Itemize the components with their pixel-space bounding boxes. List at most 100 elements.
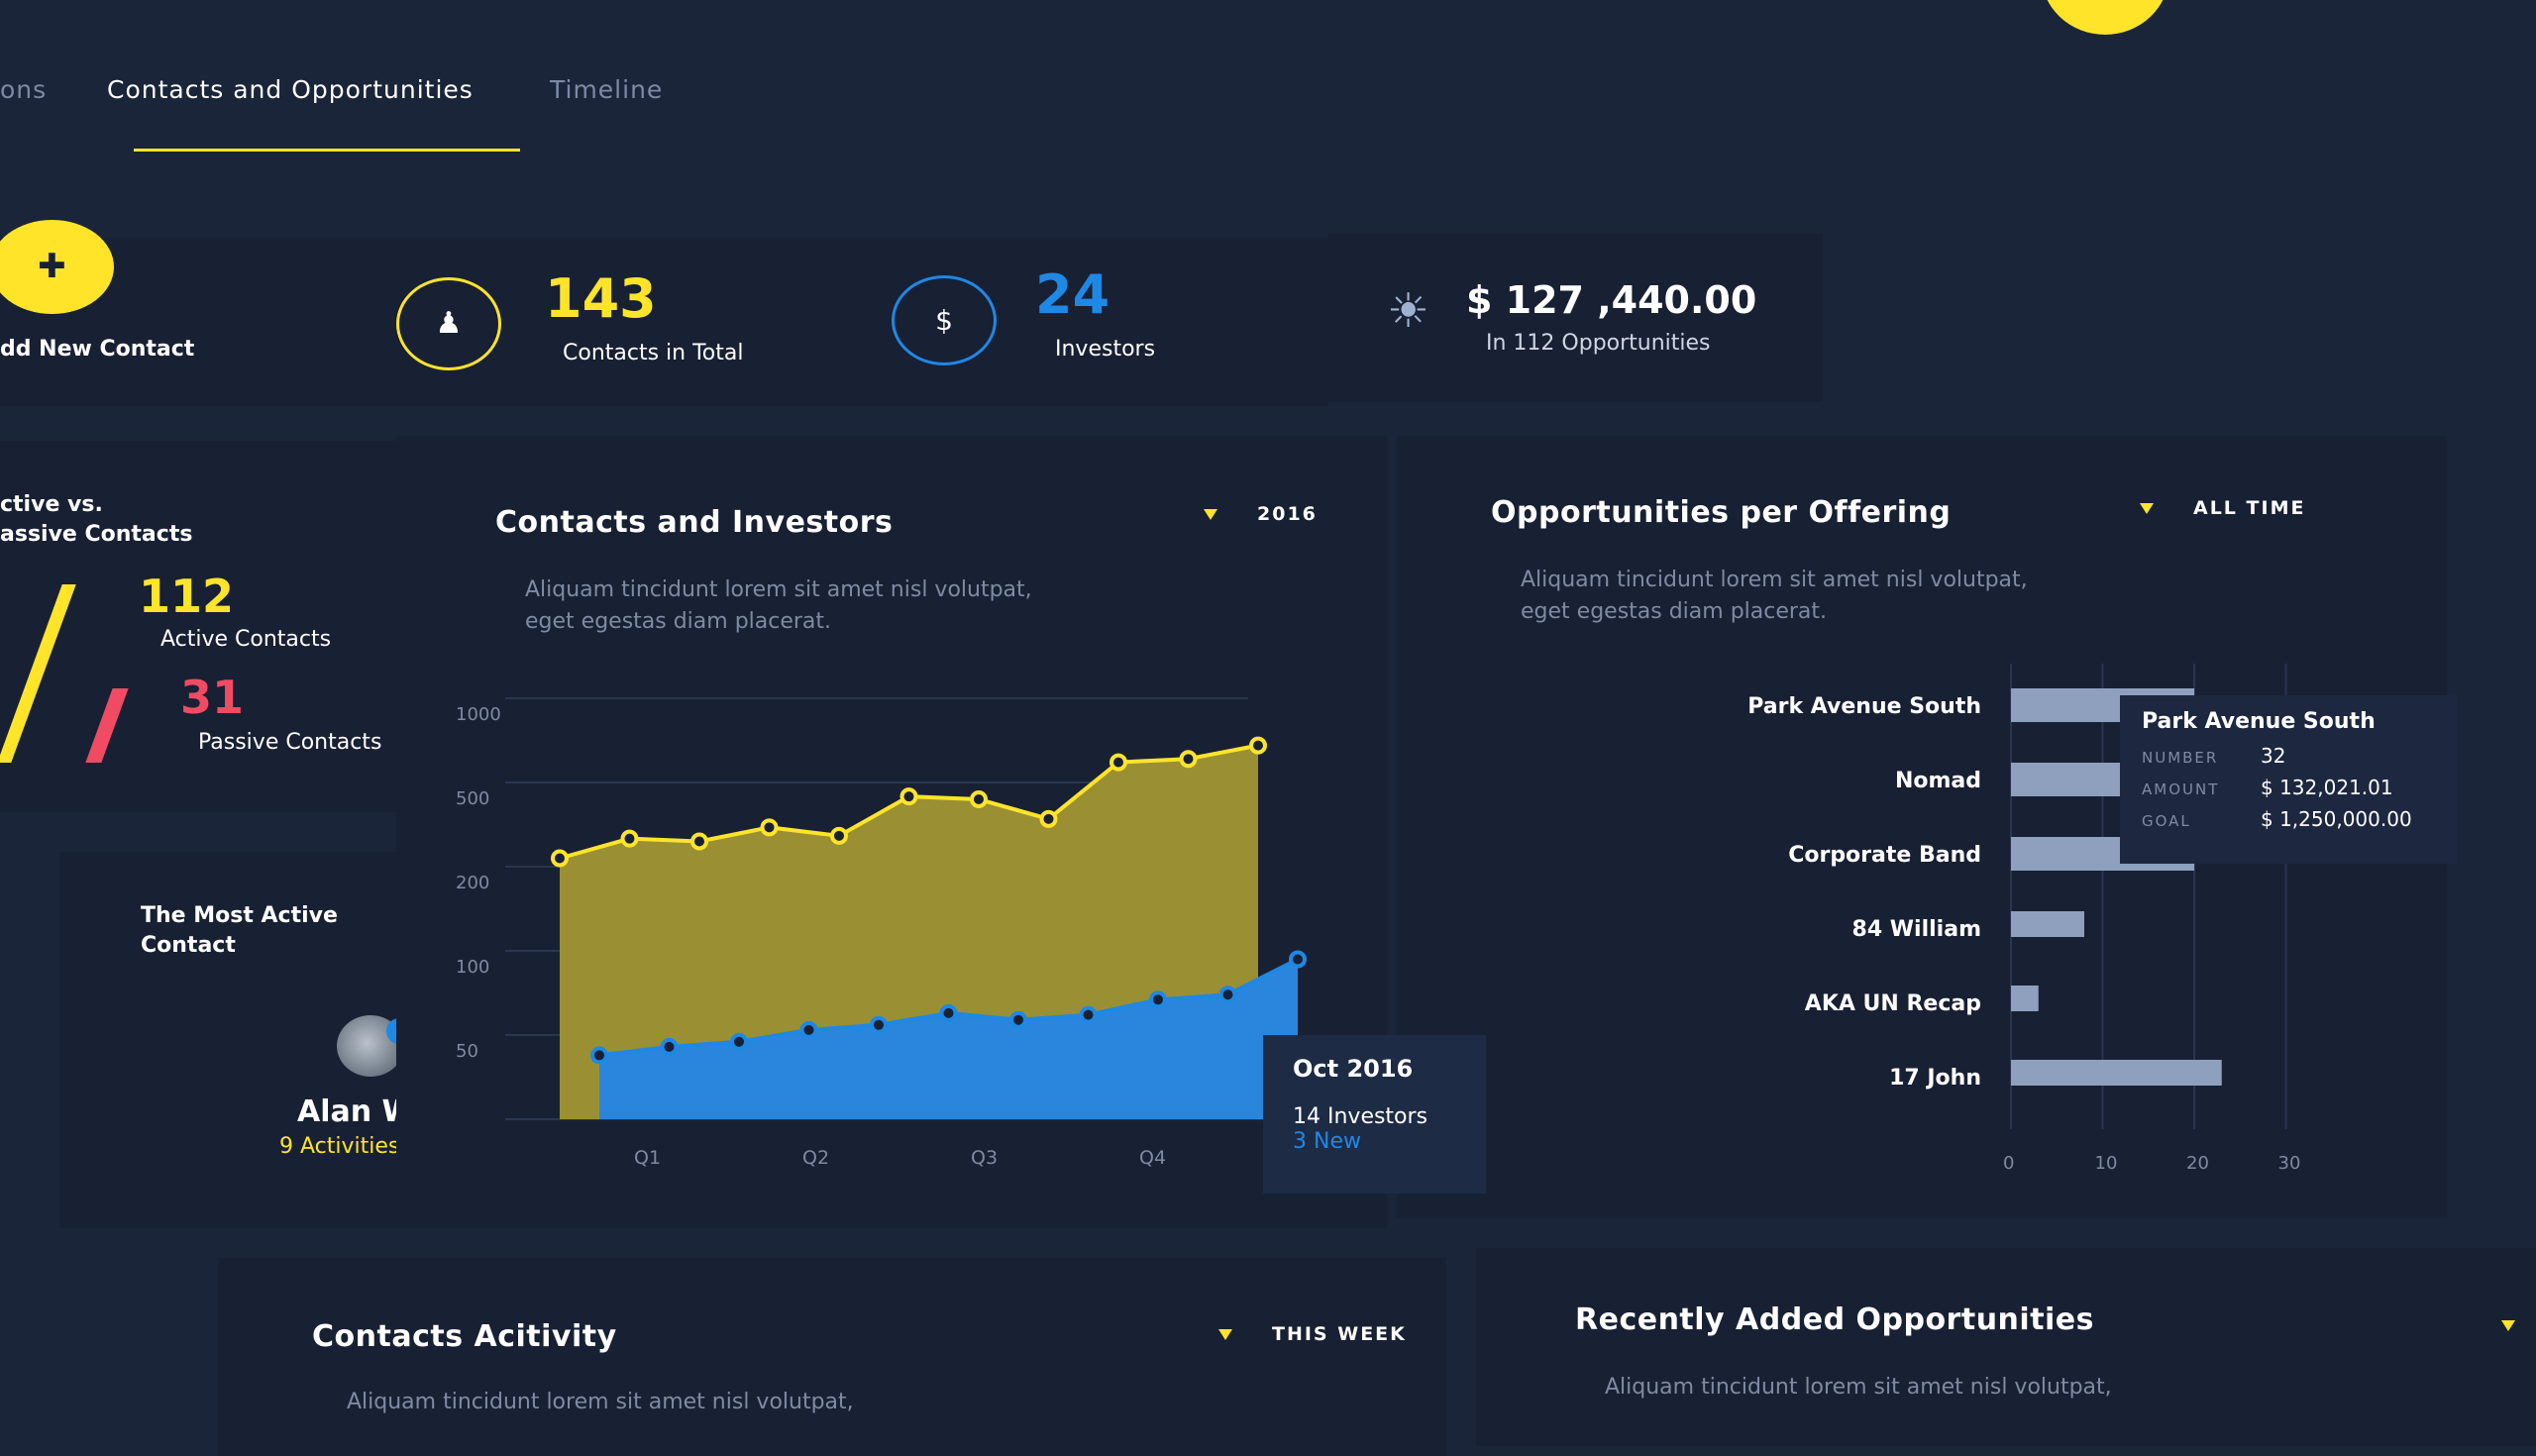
data-point (1218, 986, 1237, 1004)
chart-title: Opportunities per Offering (1491, 495, 1952, 530)
filter-label: 2016 (1257, 503, 1318, 525)
card-title: Contacts Acitivity (312, 1319, 617, 1354)
passive-bar (85, 688, 129, 763)
data-point (870, 1015, 888, 1034)
chart-description: Aliquam tincidunt lorem sit amet nisl vo… (525, 574, 1032, 638)
most-active-title: The Most Active Contact (141, 901, 338, 961)
data-point (1110, 753, 1127, 772)
x-tick-label: 10 (2095, 1153, 2118, 1174)
series-area (599, 959, 1298, 1119)
dollar-coin-icon: $ (892, 275, 997, 365)
y-tick-label: 1000 (456, 704, 501, 725)
tab-previous[interactable]: ons (0, 75, 48, 104)
recent-filter[interactable] (2501, 1315, 2536, 1334)
tooltip-line2: 3 New (1293, 1129, 1361, 1154)
title-line: assive Contacts (0, 522, 193, 547)
add-contact-card[interactable]: ✚ dd New Contact (0, 220, 327, 406)
data-point (1009, 1010, 1027, 1029)
passive-value: 31 (180, 671, 245, 724)
filter-label: THIS WEEK (1272, 1323, 1407, 1345)
data-point (690, 832, 708, 851)
number-value: 32 (2261, 744, 2286, 768)
bar (2011, 1060, 2222, 1086)
add-user-icon[interactable]: ✚ (0, 220, 114, 314)
investors-card: $ 24 Investors (832, 238, 1327, 406)
bar-chart[interactable]: 0 10 20 30 Park Avenue South Nomad Corporate B… (1397, 436, 2447, 1218)
decorative-yellow-circle (2041, 0, 2169, 35)
active-passive-title: ctive vs. assive Contacts (0, 490, 192, 550)
data-point (830, 826, 848, 845)
data-point (1039, 809, 1058, 828)
time-filter[interactable]: ALL TIME (2140, 497, 2305, 519)
filter-label: ALL TIME (2193, 497, 2306, 519)
dropdown-triangle-icon (2140, 503, 2154, 514)
contacts-activity-card: Contacts Acitivity THIS WEEK Aliquam tin… (218, 1258, 1446, 1456)
active-value: 112 (139, 570, 235, 623)
dropdown-triangle-icon (1218, 1329, 1232, 1340)
data-point (551, 849, 569, 868)
description-line: Aliquam tincidunt lorem sit amet nisl vo… (1521, 568, 2028, 592)
tab-timeline[interactable]: Timeline (550, 75, 664, 104)
contacts-total-label: Contacts in Total (563, 341, 744, 365)
bar (2011, 911, 2084, 937)
y-tick-label: 500 (456, 788, 489, 809)
area-chart[interactable]: 50 100 200 500 1000 Q1 Q2 Q3 Q4 (396, 436, 1387, 1228)
title-line: Contact (141, 933, 236, 958)
category-label: Corporate Band (1788, 843, 1981, 868)
data-point (620, 829, 639, 848)
number-label: NUMBER (2142, 749, 2219, 767)
amount-value: $ 132,021.01 (2261, 776, 2393, 799)
goal-value: $ 1,250,000.00 (2261, 807, 2412, 831)
y-tick-label: 100 (456, 957, 489, 978)
tooltip-title: Park Avenue South (2142, 709, 2376, 734)
chart-description: Aliquam tincidunt lorem sit amet nisl vo… (1521, 565, 2028, 628)
contacts-total-card: ♟ 143 Contacts in Total (317, 238, 832, 406)
dropdown-triangle-icon (1204, 509, 1217, 520)
data-point (799, 1020, 818, 1039)
opportunities-card: ☀ $ 127 ,440.00 In 112 Opportunities (1327, 234, 1823, 402)
investors-value: 24 (1035, 263, 1110, 326)
investors-label: Investors (1055, 337, 1156, 362)
data-point (1079, 1005, 1098, 1024)
add-contact-label: dd New Contact (0, 337, 195, 362)
data-point (970, 790, 988, 808)
tab-contacts-opportunities[interactable]: Contacts and Opportunities (107, 75, 474, 104)
chart-tooltip: Oct 2016 14 Investors 3 New (1263, 1035, 1486, 1194)
x-tick-label: Q3 (971, 1147, 998, 1169)
data-point (1289, 950, 1307, 969)
active-tab-underline (134, 149, 520, 152)
week-filter[interactable]: THIS WEEK (1218, 1323, 1407, 1345)
category-label: 84 William (1852, 917, 1981, 942)
title-line: The Most Active (141, 903, 338, 928)
description-line: Aliquam tincidunt lorem sit amet nisl vo… (525, 577, 1032, 602)
contacts-total-value: 143 (545, 267, 657, 330)
x-tick-label: 30 (2278, 1153, 2301, 1174)
x-tick-label: Q2 (802, 1147, 829, 1169)
y-tick-label: 50 (456, 1041, 478, 1062)
category-label: 17 John (1889, 1066, 1981, 1091)
data-point (760, 818, 779, 837)
category-label: Park Avenue South (1747, 694, 1981, 719)
chart-title: Contacts and Investors (495, 505, 894, 540)
data-point (1149, 990, 1167, 1009)
data-point (1179, 750, 1198, 769)
description-line: eget egestas diam placerat. (525, 609, 832, 634)
goal-label: GOAL (2142, 812, 2191, 830)
recent-opportunities-card: Recently Added Opportunities Aliquam tin… (1476, 1248, 2536, 1446)
tooltip-line1: 14 Investors (1293, 1104, 1428, 1129)
card-description: Aliquam tincidunt lorem sit amet nisl vo… (1605, 1375, 2112, 1400)
card-title: Recently Added Opportunities (1575, 1302, 2095, 1337)
lightbulb-dollar-icon: ☀ (1387, 283, 1430, 339)
data-point (939, 1003, 958, 1022)
tooltip-title: Oct 2016 (1293, 1055, 1414, 1083)
year-filter[interactable]: 2016 (1204, 503, 1318, 525)
passive-label: Passive Contacts (198, 730, 382, 755)
data-point (730, 1032, 748, 1051)
bar (2011, 986, 2039, 1011)
opportunities-value: $ 127 ,440.00 (1466, 278, 1757, 322)
users-icon: ♟ (396, 277, 501, 370)
dropdown-triangle-icon (2501, 1320, 2515, 1331)
active-bar (0, 584, 76, 763)
data-point (660, 1037, 679, 1056)
opportunities-offering-card: Opportunities per Offering ALL TIME Aliq… (1397, 436, 2457, 1218)
